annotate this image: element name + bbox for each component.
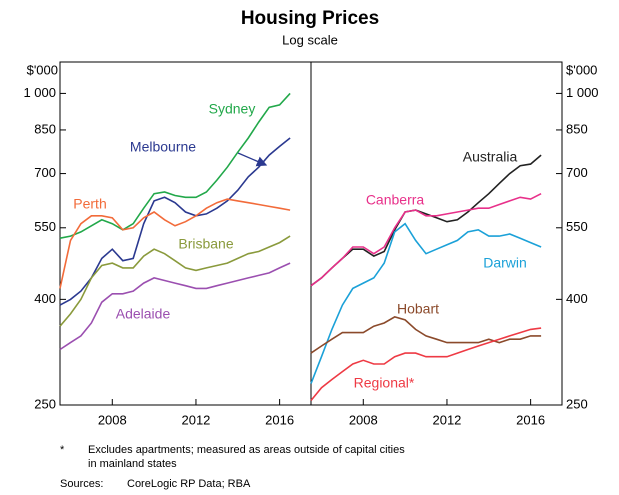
series-label: Canberra	[366, 192, 425, 208]
series-label: Australia	[463, 149, 518, 165]
series-label: Adelaide	[116, 306, 171, 322]
x-tick-label: 2012	[181, 412, 210, 427]
series-line	[310, 222, 542, 384]
y-unit-label: $'000	[27, 62, 58, 77]
sources-label: Sources:	[60, 478, 103, 490]
x-tick-label: 2016	[265, 412, 294, 427]
chart-title: Housing Prices	[241, 8, 379, 29]
sources: CoreLogic RP Data; RBA	[127, 478, 251, 490]
x-tick-label: 2008	[98, 412, 127, 427]
y-tick-label: 250	[34, 396, 56, 411]
series-line	[310, 154, 542, 287]
series-label: Regional*	[354, 375, 415, 391]
y-tick-label: 1 000	[566, 85, 599, 100]
chart-subtitle: Log scale	[282, 32, 338, 47]
footnote-marker: *	[60, 444, 65, 456]
footnote: Excludes apartments; measured as areas o…	[88, 444, 405, 456]
footnote: in mainland states	[88, 458, 177, 470]
y-tick-label: 550	[566, 219, 588, 234]
y-tick-label: 550	[34, 219, 56, 234]
y-tick-label: 400	[566, 291, 588, 306]
series-line	[59, 235, 291, 327]
y-unit-label: $'000	[566, 62, 597, 77]
series-line	[59, 198, 291, 289]
y-tick-label: 400	[34, 291, 56, 306]
series-line	[310, 192, 542, 287]
x-tick-label: 2008	[349, 412, 378, 427]
series-line	[310, 327, 542, 402]
series-label: Darwin	[483, 255, 527, 271]
y-tick-label: 700	[566, 165, 588, 180]
y-tick-label: 850	[34, 121, 56, 136]
x-tick-label: 2012	[432, 412, 461, 427]
series-label: Hobart	[397, 301, 439, 317]
y-tick-label: 700	[34, 165, 56, 180]
y-tick-label: 850	[566, 121, 588, 136]
series-label: Sydney	[209, 101, 256, 117]
series-line	[310, 316, 542, 354]
series-label: Melbourne	[130, 139, 196, 155]
y-tick-label: 1 000	[23, 85, 56, 100]
series-line	[59, 262, 291, 351]
x-tick-label: 2016	[516, 412, 545, 427]
series-label: Perth	[73, 196, 106, 212]
series-line	[59, 137, 291, 306]
series-label: Brisbane	[178, 236, 233, 252]
series-line	[59, 92, 291, 239]
y-tick-label: 250	[566, 396, 588, 411]
